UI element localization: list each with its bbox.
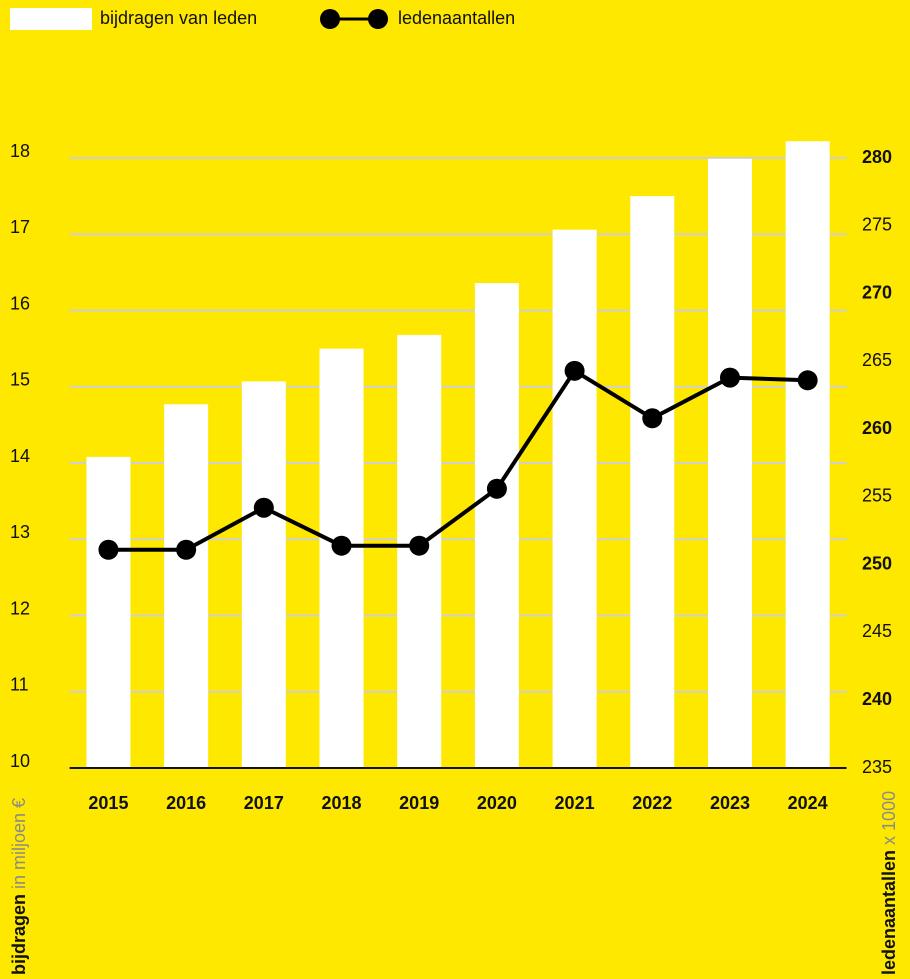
y2-axis-title-bold: ledenaantallen	[879, 850, 899, 975]
y-axis-title: bijdragen in miljoen €	[9, 798, 29, 975]
line-marker	[719, 367, 740, 388]
y-tick-label: 10	[10, 751, 30, 771]
line-marker	[176, 539, 197, 560]
y-tick-label: 14	[10, 446, 30, 466]
x-tick-label: 2016	[166, 793, 206, 813]
x-tick-label: 2017	[244, 793, 284, 813]
x-tick-label: 2015	[88, 793, 128, 813]
bar	[86, 456, 131, 768]
y-axis-title-bold: bijdragen	[9, 894, 29, 975]
bar	[164, 404, 209, 768]
y-tick-label: 16	[10, 293, 30, 313]
legend-swatch	[10, 8, 92, 30]
line-marker	[797, 370, 818, 391]
line-marker	[331, 535, 352, 556]
y-tick-label: 13	[10, 522, 30, 542]
line-marker	[98, 539, 119, 560]
line	[108, 368, 808, 552]
y2-tick-label: 255	[862, 486, 892, 506]
y2-tick-label: 280	[862, 147, 892, 167]
line-marker	[642, 408, 663, 429]
bar	[474, 283, 519, 768]
x-tick-label: 2024	[788, 793, 828, 813]
x-tick-label: 2023	[710, 793, 750, 813]
y2-tick-label: 235	[862, 757, 892, 777]
line-marker	[564, 360, 585, 381]
bar	[552, 229, 597, 769]
bar	[785, 141, 830, 769]
bar	[707, 158, 752, 768]
x-tick-label: 2018	[321, 793, 361, 813]
y-tick-label: 17	[10, 217, 30, 237]
x-tick-label: 2020	[477, 793, 517, 813]
y-tick-label: 18	[10, 141, 30, 161]
legend-label: bijdragen van leden	[100, 8, 257, 28]
line-marker	[253, 497, 274, 518]
y-tick-label: 11	[10, 675, 29, 695]
y2-tick-label: 260	[862, 418, 892, 438]
y2-axis-title: ledenaantallen x 1000	[879, 791, 899, 975]
y-tick-label: 12	[10, 598, 30, 618]
line-marker	[486, 478, 507, 499]
y2-tick-label: 250	[862, 553, 892, 573]
y2-tick-label: 265	[862, 350, 892, 370]
x-tick-label: 2019	[399, 793, 439, 813]
legend-marker	[320, 9, 340, 29]
x-tick-label: 2022	[632, 793, 672, 813]
y2-axis-title-rest: x 1000	[879, 791, 899, 845]
legend-label: ledenaantallen	[398, 8, 515, 28]
y-tick-label: 15	[10, 370, 30, 390]
bar	[241, 381, 286, 768]
legend-marker	[368, 9, 388, 29]
bar	[630, 196, 675, 768]
y2-tick-label: 275	[862, 215, 892, 235]
y2-tick-label: 240	[862, 689, 892, 709]
y-axis-title-rest: in miljoen €	[9, 798, 29, 889]
bar	[319, 348, 364, 768]
y2-tick-label: 245	[862, 621, 892, 641]
x-tick-label: 2021	[555, 793, 595, 813]
y2-tick-label: 270	[862, 282, 892, 302]
line-marker	[409, 535, 430, 556]
